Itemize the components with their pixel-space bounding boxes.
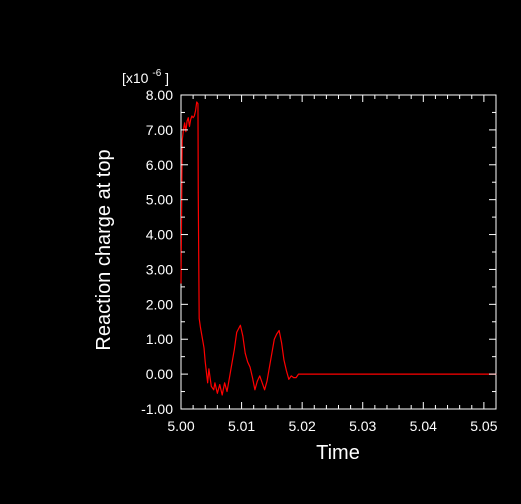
series-point <box>261 382 263 384</box>
series-point <box>278 330 280 331</box>
series-point <box>221 394 223 396</box>
y-tick-label: 8.00 <box>146 87 173 103</box>
series-point <box>193 115 195 117</box>
series-point <box>249 366 251 368</box>
series-point <box>298 373 299 375</box>
series-point <box>269 366 270 368</box>
series-point <box>483 373 485 375</box>
series-point <box>286 370 287 372</box>
series-point <box>187 117 189 119</box>
series-point <box>259 375 261 377</box>
series-point <box>207 382 209 384</box>
y-tick-label: 6.00 <box>146 157 173 173</box>
series-point <box>236 331 238 333</box>
series-point <box>229 377 230 378</box>
y-multiplier-exponent: -6 <box>152 68 161 79</box>
series-point <box>264 389 265 391</box>
y-tick-label: 0.00 <box>146 366 173 382</box>
x-tick-label: 5.03 <box>349 418 376 434</box>
y-multiplier-base: [x10 <box>122 70 149 86</box>
series-point <box>256 380 258 382</box>
x-tick-label: 5.04 <box>410 418 437 434</box>
x-tick-label: 5.00 <box>167 418 194 434</box>
series-point <box>271 352 273 354</box>
series-point <box>283 359 285 361</box>
series-point <box>203 347 205 349</box>
x-axis-label: Time <box>316 442 360 464</box>
series-point <box>197 103 199 105</box>
series-point <box>231 363 233 365</box>
series-point <box>281 342 282 344</box>
series-point <box>362 373 364 375</box>
series-point <box>293 377 295 378</box>
series-point <box>206 371 207 373</box>
series-point <box>219 384 221 385</box>
y-tick-label: 4.00 <box>146 227 173 243</box>
series-point <box>290 375 292 377</box>
series-point <box>195 110 196 112</box>
y-tick-label: 2.00 <box>146 296 173 312</box>
series-point <box>185 131 187 133</box>
series-point <box>184 122 186 124</box>
series-point <box>199 326 201 328</box>
series-point <box>186 120 188 122</box>
series-point <box>226 391 228 392</box>
series-point <box>189 126 190 127</box>
series-point <box>204 361 206 363</box>
series-point <box>196 101 198 103</box>
series-point <box>276 333 278 335</box>
series-point <box>266 380 268 382</box>
series-point <box>233 349 235 351</box>
series-point <box>192 117 194 119</box>
x-tick-label: 5.02 <box>289 418 316 434</box>
series-point <box>273 338 275 340</box>
series-point <box>190 119 192 120</box>
series-point <box>295 377 297 378</box>
series-point <box>181 139 183 141</box>
series-point <box>247 361 249 363</box>
series-point <box>242 335 244 337</box>
series-point <box>224 382 226 384</box>
series-point <box>254 389 256 391</box>
series-point <box>198 317 200 319</box>
series-point <box>216 392 218 394</box>
series-point <box>214 382 216 384</box>
series-point <box>298 373 300 375</box>
series-point <box>244 352 246 354</box>
y-tick-label: 5.00 <box>146 192 173 208</box>
y-tick-label: 3.00 <box>146 261 173 277</box>
series-point <box>180 283 182 284</box>
x-tick-label: 5.05 <box>470 418 497 434</box>
y-tick-label: -1.00 <box>141 401 173 417</box>
y-multiplier-close: ] <box>165 70 169 86</box>
axes-layer: 5.00 5.01 5.02 5.03 5.04 5.05 -1.00 0.00 1.00 2.0… <box>141 87 498 434</box>
series-point <box>422 373 424 375</box>
series-point <box>208 368 210 370</box>
x-tick-label: 5.01 <box>228 418 255 434</box>
series-point <box>201 337 203 338</box>
series-point <box>210 385 212 387</box>
series-point <box>301 373 303 375</box>
series-point <box>288 378 290 380</box>
y-axis-multiplier: [x10 -6 ] <box>122 63 169 86</box>
labels-layer: Time Reaction charge at top [x10 -6 ] <box>93 63 360 464</box>
series-point <box>213 389 215 391</box>
y-tick-label: 7.00 <box>146 122 173 138</box>
y-axis-label: Reaction charge at top <box>93 149 115 350</box>
series-point <box>252 377 253 378</box>
series-point <box>197 192 199 194</box>
y-tick-label: 1.00 <box>146 331 173 347</box>
series-point <box>191 115 193 117</box>
series-layer <box>180 101 497 396</box>
series-point <box>239 324 241 326</box>
